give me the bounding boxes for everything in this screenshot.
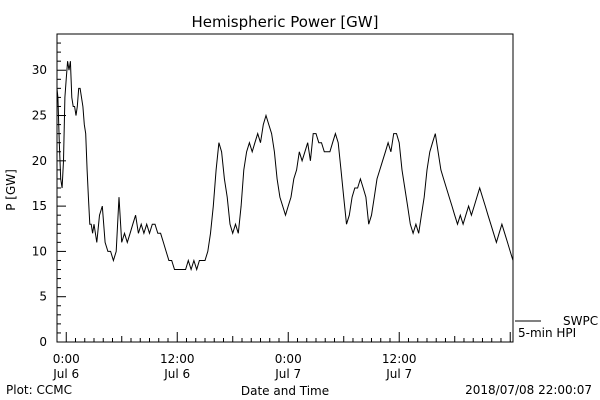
x-tick-time-label: 0:00 — [275, 352, 302, 366]
x-tick-date-label: Jul 6 — [52, 367, 79, 381]
legend: SWPC 5-min HPI — [515, 314, 598, 340]
footer-source: Plot: CCMC — [6, 383, 72, 397]
legend-entry-swpc: SWPC — [563, 314, 598, 328]
y-axis-label: P [GW] — [4, 169, 18, 211]
y-tick-label: 30 — [32, 63, 47, 77]
y-tick-label: 10 — [32, 244, 47, 258]
legend-entry-hpi: 5-min HPI — [518, 326, 576, 340]
x-tick-time-label: 12:00 — [382, 352, 417, 366]
y-tick-label: 20 — [32, 154, 47, 168]
y-tick-label: 5 — [39, 290, 47, 304]
series-line-swpc — [56, 61, 514, 272]
x-tick-time-label: 0:00 — [53, 352, 80, 366]
x-axis-label: Date and Time — [241, 384, 329, 398]
x-tick-date-label: Jul 7 — [385, 367, 412, 381]
y-tick-label: 25 — [32, 109, 47, 123]
x-tick-date-label: Jul 6 — [163, 367, 190, 381]
plot-frame — [56, 33, 514, 343]
chart-title: Hemispheric Power [GW] — [192, 13, 379, 31]
x-tick-date-label: Jul 7 — [274, 367, 301, 381]
y-tick-label: 15 — [32, 199, 47, 213]
series-group — [56, 61, 514, 272]
y-tick-label: 0 — [39, 335, 47, 349]
plot-axes — [56, 33, 514, 343]
x-tick-time-label: 12:00 — [160, 352, 195, 366]
footer-timestamp: 2018/07/08 22:00:07 — [465, 383, 592, 397]
y-axis-ticks: 0 5 10 15 20 25 30 — [32, 33, 66, 349]
